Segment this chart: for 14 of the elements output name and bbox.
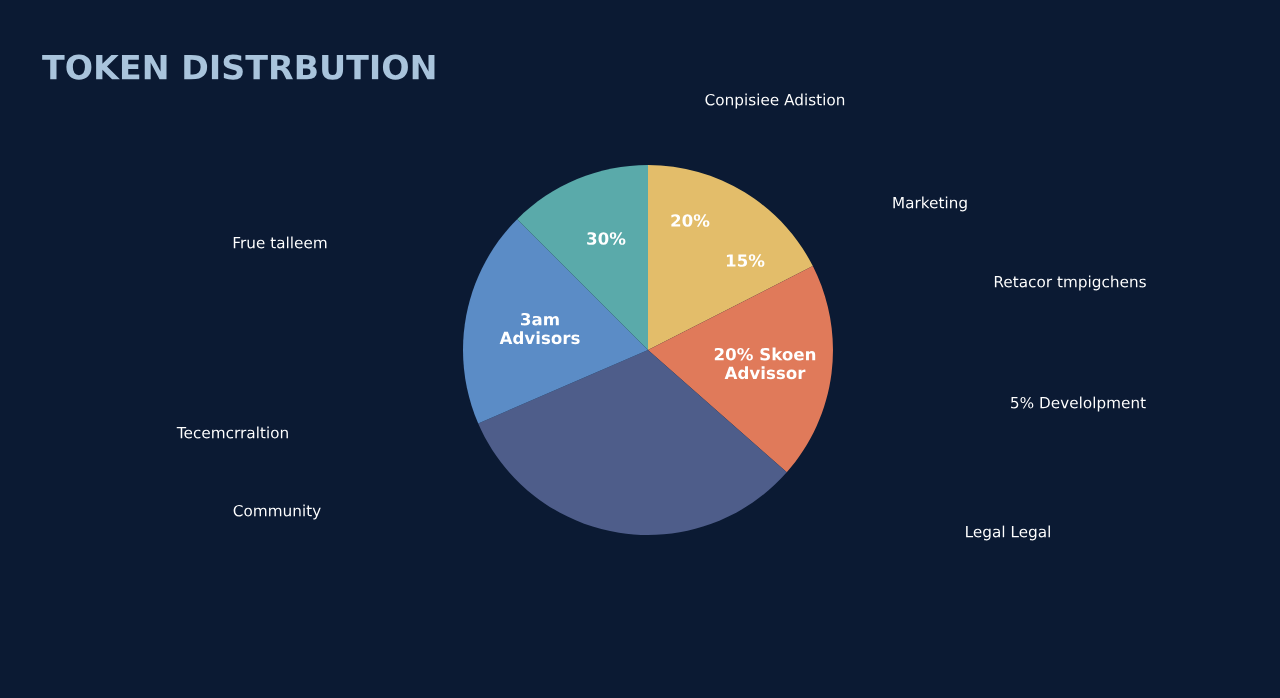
text: 3am Advisors [499,312,580,345]
text: Legal Legal [966,525,1050,541]
text: 20% [671,214,710,227]
text: Conpisiee Adistion [705,93,845,109]
text: Marketing [893,196,967,212]
chart-title: TOKEN DISTRBUTION [42,54,435,80]
text: 5% Develolpment [1011,396,1146,412]
text: Frue talleem [233,236,327,249]
text: Tecemcrraltion [176,426,288,439]
text: 30% [587,232,626,245]
text: 15% [726,254,765,267]
text: Retacor tmpigchens [994,275,1146,291]
text: 20% Skoen Advissor [714,347,816,380]
text: Community [233,504,321,520]
